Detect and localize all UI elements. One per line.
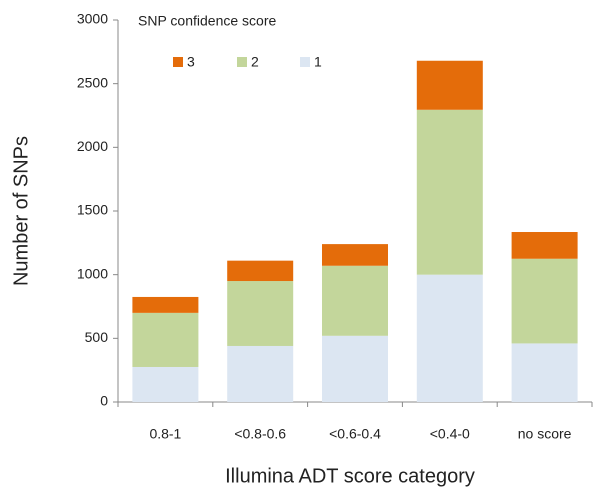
legend-title: SNP confidence score <box>138 13 276 29</box>
bar-segment <box>227 281 294 346</box>
y-tick-label: 1000 <box>77 265 108 281</box>
bar-segment <box>227 345 294 402</box>
bar-segment <box>132 312 199 367</box>
y-tick-label: 3000 <box>77 11 108 27</box>
bar-segment <box>416 60 483 110</box>
bar-segment <box>132 366 199 402</box>
x-tick-label: <0.6-0.4 <box>329 426 381 442</box>
bar-segment <box>511 343 578 402</box>
bar-segment <box>511 232 578 259</box>
y-tick-label: 2000 <box>77 138 108 154</box>
bar-segment <box>132 296 199 313</box>
legend-label: 2 <box>251 54 259 70</box>
y-tick-label: 2500 <box>77 74 108 90</box>
x-tick-label: <0.8-0.6 <box>234 426 286 442</box>
bar-segment <box>322 244 388 266</box>
y-axis-label: Number of SNPs <box>10 136 32 286</box>
legend-swatch <box>300 57 310 67</box>
x-axis-label: Illumina ADT score category <box>225 465 475 487</box>
bar-segment <box>322 265 388 336</box>
x-tick-label: no score <box>518 426 572 442</box>
y-tick-label: 500 <box>85 329 109 345</box>
x-tick-label: 0.8-1 <box>149 426 181 442</box>
bar-segment <box>227 260 294 282</box>
legend-swatch <box>173 57 183 67</box>
bar-segment <box>511 258 578 344</box>
x-tick-label: <0.4-0 <box>430 426 470 442</box>
legend-label: 3 <box>187 54 195 70</box>
y-tick-label: 0 <box>100 393 108 409</box>
bar-segment <box>416 274 483 402</box>
legend-swatch <box>237 57 247 67</box>
bar-segment <box>416 109 483 275</box>
y-tick-label: 1500 <box>77 202 108 218</box>
bar-segment <box>322 335 388 402</box>
legend-label: 1 <box>314 54 322 70</box>
